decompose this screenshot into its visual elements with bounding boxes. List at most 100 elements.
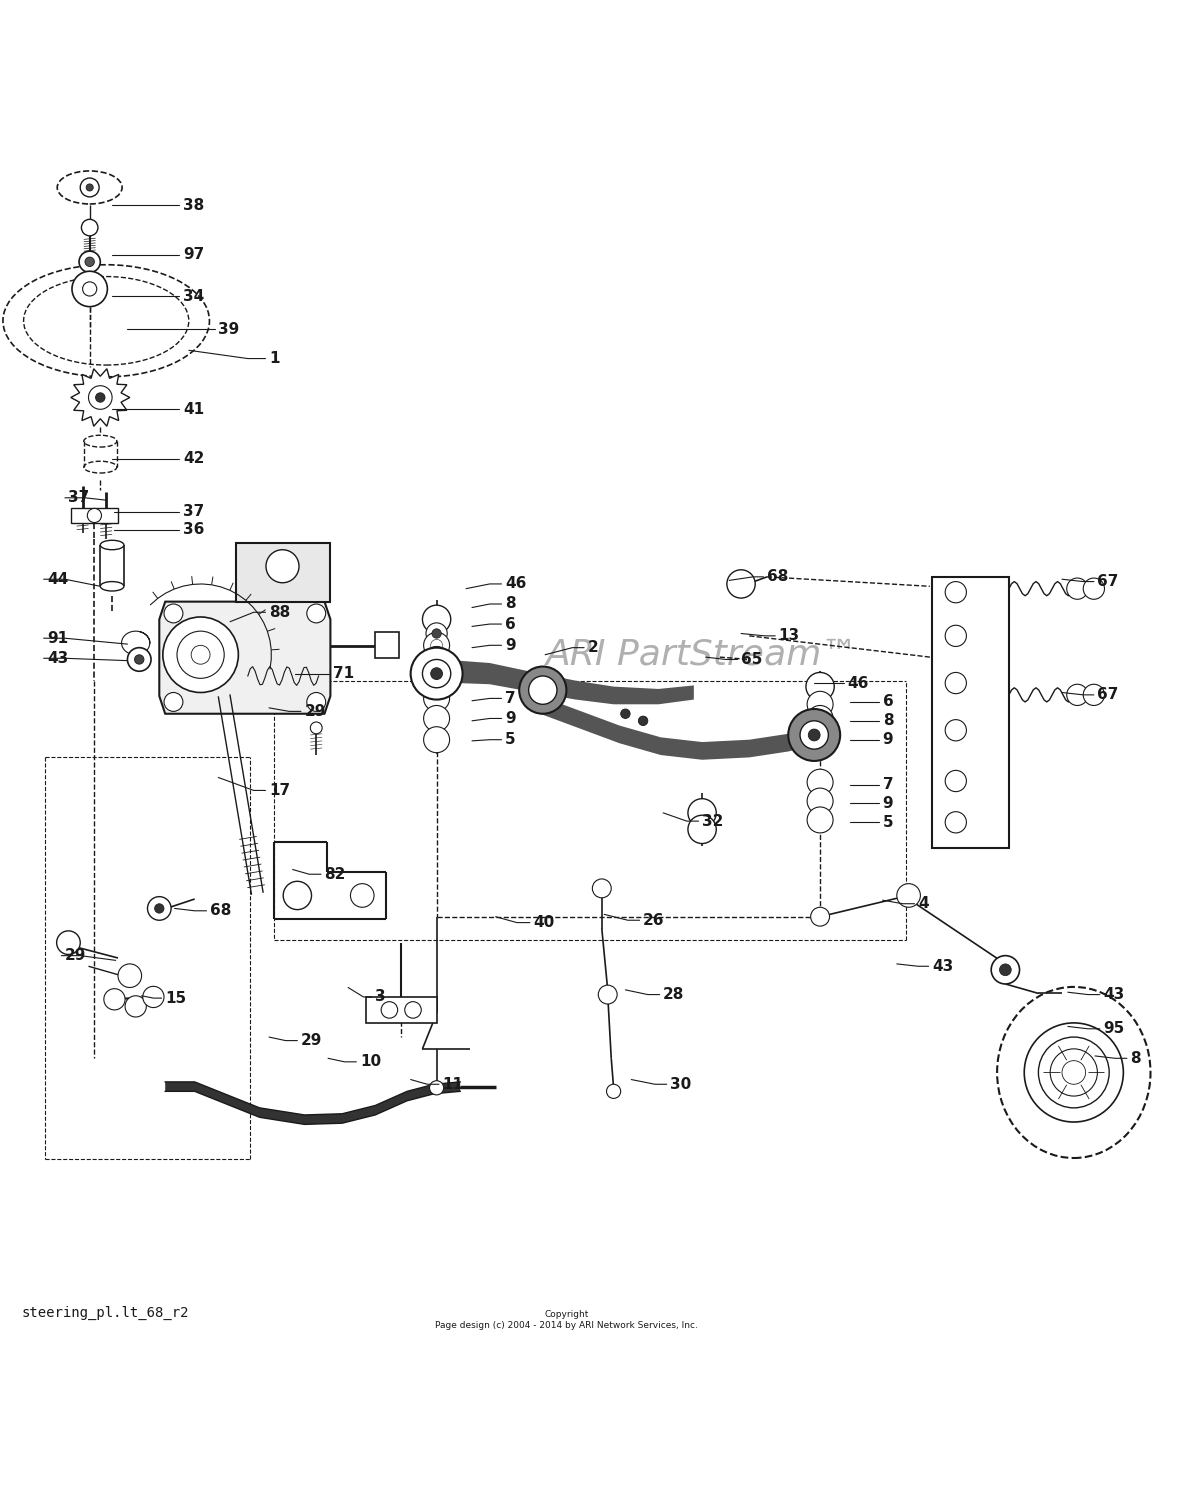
Circle shape — [991, 956, 1020, 984]
Text: 8: 8 — [1130, 1051, 1141, 1066]
Circle shape — [422, 606, 451, 633]
Text: 7: 7 — [505, 691, 516, 706]
Text: 32: 32 — [702, 813, 723, 828]
Circle shape — [1050, 1049, 1097, 1096]
Ellipse shape — [4, 265, 210, 377]
Text: 3: 3 — [375, 989, 386, 1004]
Text: 15: 15 — [165, 990, 186, 1006]
Circle shape — [897, 884, 920, 908]
Circle shape — [381, 1001, 398, 1018]
Circle shape — [945, 720, 966, 741]
Circle shape — [155, 903, 164, 914]
Text: 29: 29 — [301, 1033, 322, 1048]
Circle shape — [127, 648, 151, 672]
Text: 8: 8 — [505, 597, 516, 612]
Circle shape — [999, 963, 1011, 975]
Text: 5: 5 — [883, 815, 893, 830]
Circle shape — [1062, 1061, 1086, 1084]
Circle shape — [307, 604, 326, 622]
Circle shape — [688, 815, 716, 843]
Text: 38: 38 — [183, 198, 204, 212]
Circle shape — [807, 705, 833, 732]
Circle shape — [104, 989, 125, 1010]
Circle shape — [350, 884, 374, 908]
Text: 26: 26 — [643, 912, 664, 927]
Text: 41: 41 — [183, 401, 204, 416]
Text: 91: 91 — [47, 631, 68, 646]
Text: 88: 88 — [269, 604, 290, 619]
Text: 97: 97 — [183, 246, 204, 262]
Text: 42: 42 — [183, 451, 204, 466]
Text: Copyright
Page design (c) 2004 - 2014 by ARI Network Services, Inc.: Copyright Page design (c) 2004 - 2014 by… — [435, 1311, 697, 1330]
Circle shape — [1083, 579, 1104, 600]
Circle shape — [163, 616, 238, 693]
Text: 7: 7 — [883, 777, 893, 792]
Text: 82: 82 — [324, 867, 346, 882]
Circle shape — [86, 183, 93, 191]
Text: 28: 28 — [663, 987, 684, 1003]
Circle shape — [806, 672, 834, 700]
Text: 44: 44 — [47, 571, 68, 586]
Text: 6: 6 — [505, 616, 516, 631]
Text: 8: 8 — [883, 714, 893, 729]
Text: 95: 95 — [1103, 1022, 1125, 1036]
Ellipse shape — [84, 461, 117, 473]
Circle shape — [164, 693, 183, 711]
Circle shape — [96, 392, 105, 403]
Circle shape — [431, 639, 442, 651]
Polygon shape — [236, 543, 330, 601]
Text: 37: 37 — [68, 490, 90, 505]
Circle shape — [72, 271, 107, 307]
Polygon shape — [537, 694, 817, 759]
Text: 5: 5 — [505, 732, 516, 747]
Text: ARI PartStream™: ARI PartStream™ — [546, 637, 858, 672]
Circle shape — [519, 666, 566, 714]
Circle shape — [405, 1001, 421, 1018]
Circle shape — [807, 807, 833, 833]
Text: 9: 9 — [883, 732, 893, 747]
Circle shape — [307, 693, 326, 711]
Circle shape — [811, 908, 830, 926]
Circle shape — [424, 705, 450, 732]
Circle shape — [945, 582, 966, 603]
Ellipse shape — [84, 436, 117, 446]
Circle shape — [807, 721, 833, 748]
Text: 36: 36 — [183, 522, 204, 537]
Text: 13: 13 — [779, 628, 800, 643]
Ellipse shape — [997, 987, 1150, 1157]
Circle shape — [270, 555, 294, 579]
Circle shape — [621, 709, 630, 718]
Text: 71: 71 — [333, 666, 354, 681]
Text: 37: 37 — [183, 505, 204, 520]
Circle shape — [79, 251, 100, 272]
Circle shape — [164, 604, 183, 622]
Circle shape — [143, 986, 164, 1007]
Circle shape — [85, 257, 94, 266]
Circle shape — [431, 667, 442, 679]
Circle shape — [807, 691, 833, 717]
Circle shape — [807, 770, 833, 795]
Circle shape — [424, 685, 450, 711]
Circle shape — [430, 1081, 444, 1094]
Circle shape — [80, 177, 99, 197]
Polygon shape — [159, 601, 330, 714]
Circle shape — [788, 709, 840, 761]
Circle shape — [283, 881, 312, 909]
Text: 6: 6 — [883, 694, 893, 709]
Ellipse shape — [100, 582, 124, 591]
Text: 34: 34 — [183, 289, 204, 304]
Circle shape — [88, 386, 112, 409]
Circle shape — [125, 996, 146, 1018]
Polygon shape — [71, 368, 130, 427]
Text: 67: 67 — [1097, 687, 1119, 702]
Circle shape — [945, 812, 966, 833]
Circle shape — [424, 646, 450, 672]
Text: 9: 9 — [505, 711, 516, 726]
Text: 4: 4 — [918, 896, 929, 911]
Circle shape — [1083, 684, 1104, 705]
Circle shape — [945, 625, 966, 646]
Circle shape — [177, 631, 224, 678]
Text: 43: 43 — [932, 959, 953, 974]
Circle shape — [800, 721, 828, 748]
Circle shape — [529, 676, 557, 705]
